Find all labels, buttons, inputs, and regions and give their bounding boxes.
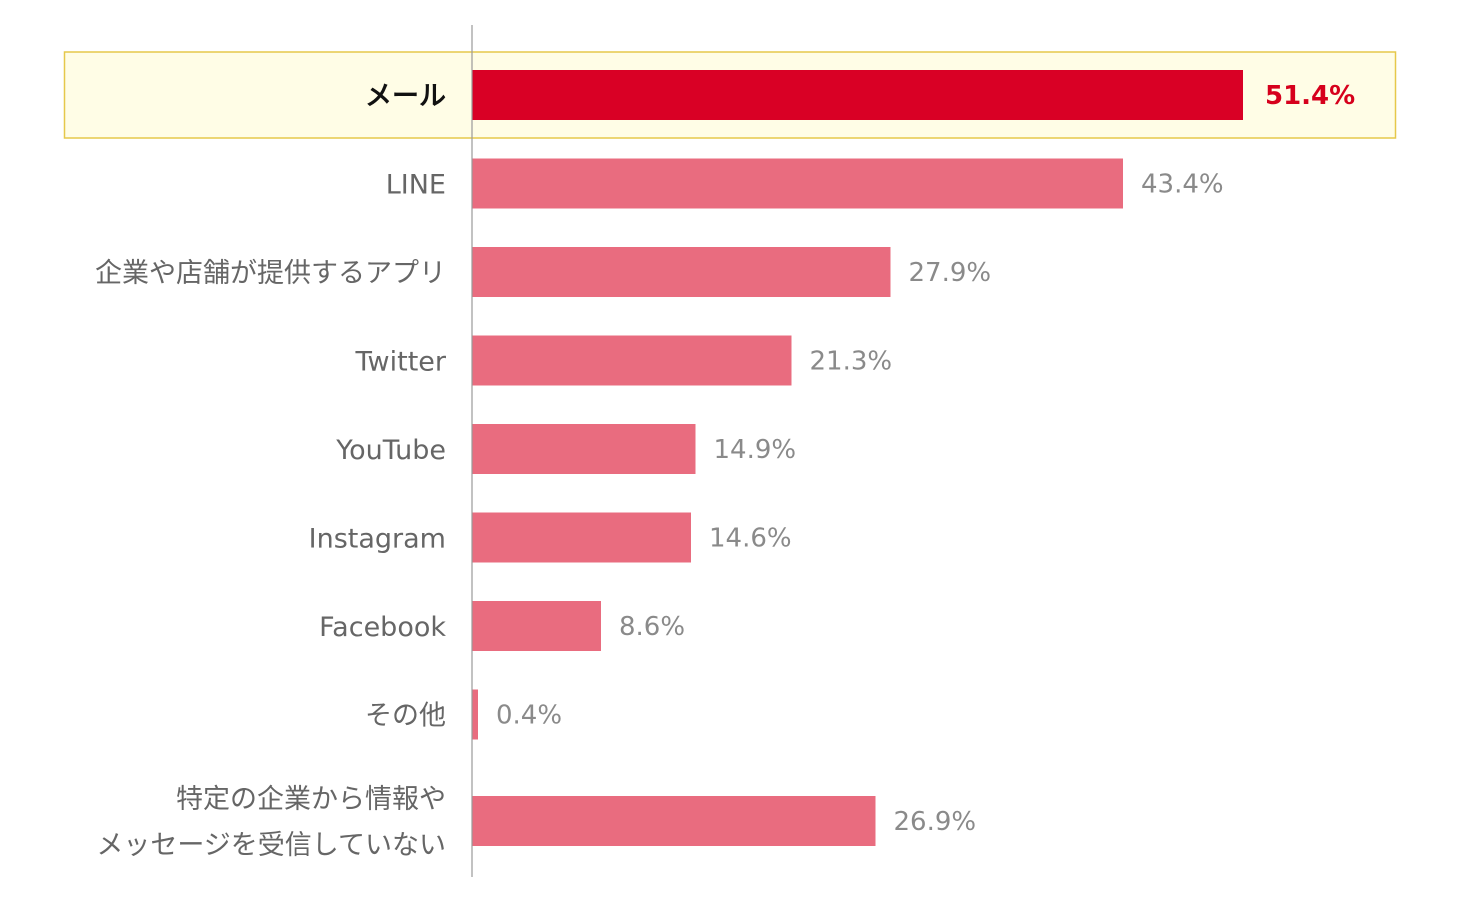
bars-layer xyxy=(472,70,1243,846)
category-label-3: Twitter xyxy=(355,347,447,378)
category-labels-layer: メール LINE 企業や店舗が提供するアプリ Twitter YouTube Instag… xyxy=(95,81,447,861)
bar-5 xyxy=(472,512,691,563)
bar-7 xyxy=(472,689,478,740)
value-label-4: 14.9% xyxy=(714,435,797,465)
category-label-5: Instagram xyxy=(309,524,446,555)
value-labels-layer: 51.4% 43.4% 27.9% 21.3% 14.9% 14.6% 8.6% 0.4% 26… xyxy=(496,81,1355,837)
value-label-1: 43.4% xyxy=(1141,170,1224,200)
bar-2 xyxy=(472,247,891,297)
bar-3 xyxy=(472,335,792,386)
category-label-2: 企業や店舗が提供するアプリ xyxy=(95,258,446,289)
category-label-7: その他 xyxy=(365,701,446,732)
value-label-8: 26.9% xyxy=(894,807,977,837)
category-label-8: 特定の企業から情報やメッセージを受信していない xyxy=(96,784,446,861)
bar-4 xyxy=(472,424,696,474)
bar-1 xyxy=(472,158,1123,209)
value-label-3: 21.3% xyxy=(810,347,893,377)
value-label-0: 51.4% xyxy=(1265,81,1355,111)
bar-0 xyxy=(472,70,1243,120)
value-label-5: 14.6% xyxy=(709,524,792,554)
bar-6 xyxy=(472,601,601,651)
bar-8 xyxy=(472,796,876,846)
category-label-4: YouTube xyxy=(335,435,446,466)
value-label-2: 27.9% xyxy=(909,258,992,288)
category-label-0: メール xyxy=(365,81,446,112)
category-label-1: LINE xyxy=(386,170,446,201)
value-label-6: 8.6% xyxy=(619,612,685,642)
value-label-7: 0.4% xyxy=(496,701,562,731)
category-label-6: Facebook xyxy=(319,612,446,643)
